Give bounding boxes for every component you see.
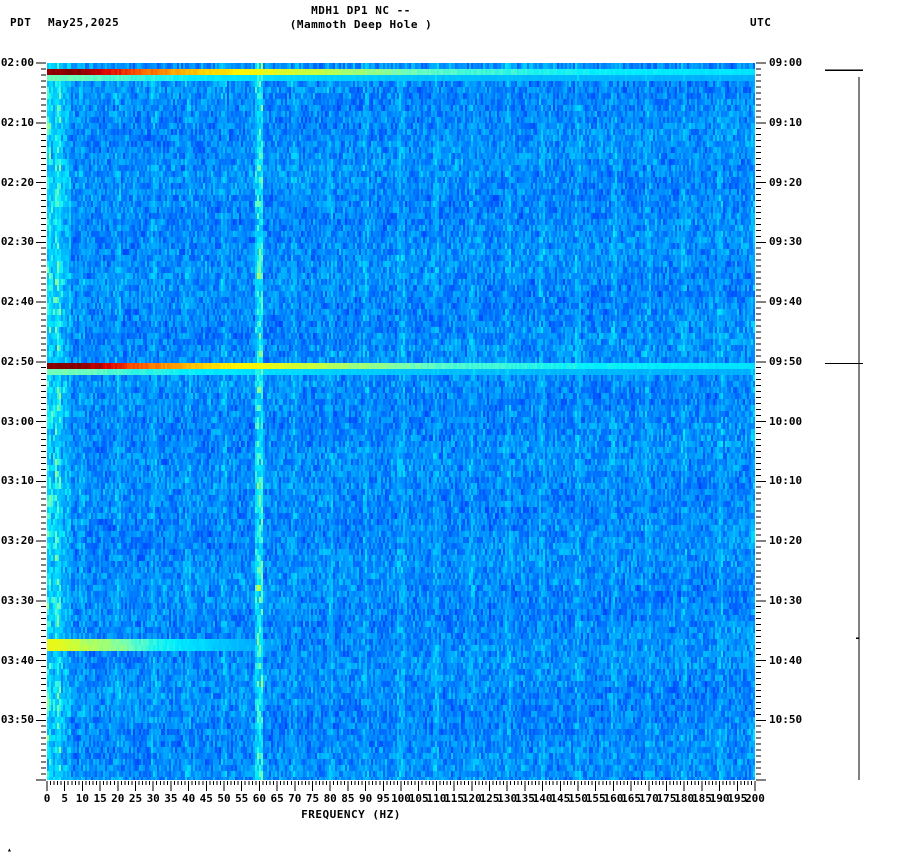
- time-label-left: 03:00: [0, 414, 34, 428]
- spectrogram-plot-area: [47, 63, 755, 780]
- freq-label: 95: [376, 792, 390, 805]
- time-label-left: 03:20: [0, 534, 34, 547]
- time-label-right: 10:20: [769, 534, 803, 547]
- freq-label: 190: [709, 792, 730, 805]
- freq-label: 120: [461, 792, 482, 805]
- freq-label: 125: [479, 792, 500, 805]
- time-label-right: 09:50: [769, 354, 803, 368]
- time-label-right: 09:30: [769, 235, 803, 249]
- freq-label: 135: [514, 792, 535, 805]
- time-label-left: 03:10: [0, 474, 34, 488]
- freq-label: 20: [111, 792, 125, 805]
- frequency-axis-title: FREQUENCY (HZ): [0, 808, 902, 821]
- station-title-line2-text: (Mammoth Deep Hole ): [289, 18, 433, 31]
- time-label-left: 03:50: [0, 713, 34, 727]
- freq-label: 185: [691, 792, 712, 805]
- freq-label: 15: [93, 792, 107, 805]
- freq-label: 105: [408, 792, 429, 805]
- freq-label: 65: [270, 792, 284, 805]
- time-label-left: 02:30: [0, 235, 34, 249]
- freq-label: 145: [550, 792, 571, 805]
- freq-label: 30: [146, 792, 160, 805]
- frequency-axis-title-text: FREQUENCY (HZ): [301, 808, 401, 821]
- freq-label: 60: [252, 792, 267, 805]
- freq-label: 170: [638, 792, 659, 805]
- time-label-left: 02:20: [0, 175, 34, 189]
- time-label-right: 09:20: [769, 175, 803, 189]
- freq-label: 175: [656, 792, 677, 805]
- header-utc-timezone: UTC: [750, 16, 772, 29]
- time-axis-right: 09:00 09:10 09:20 09:30 09:40 09:50 10:00 10:10…: [755, 0, 902, 864]
- time-label-right: 10:40: [769, 653, 803, 667]
- freq-label: 40: [181, 792, 196, 805]
- station-title-line1: MDH1 DP1 NC --: [0, 4, 902, 17]
- corner-mark-glyph: ▴: [7, 845, 12, 854]
- header-local-timezone: PDT: [10, 16, 32, 29]
- freq-label: 75: [305, 792, 320, 805]
- freq-label: 100: [391, 792, 411, 805]
- freq-label: 85: [341, 792, 355, 805]
- freq-label: 35: [164, 792, 178, 805]
- freq-label: 50: [217, 792, 231, 805]
- freq-label: 150: [568, 792, 588, 805]
- station-title-line1-text: MDH1 DP1 NC --: [311, 4, 411, 17]
- freq-label: 160: [603, 792, 624, 805]
- freq-label: 200: [745, 792, 765, 805]
- freq-label: 90: [358, 792, 373, 805]
- spectrogram-image: [47, 63, 755, 780]
- freq-label: 110: [426, 792, 447, 805]
- time-label-right: 10:30: [769, 593, 803, 607]
- freq-label: 5: [61, 792, 68, 805]
- time-label-right: 10:10: [769, 474, 803, 488]
- time-label-right: 10:00: [769, 414, 803, 428]
- header-date: May25,2025: [48, 16, 120, 29]
- freq-label: 155: [585, 792, 606, 805]
- time-label-right: 09:00: [769, 56, 803, 69]
- time-label-left: 02:50: [0, 354, 34, 368]
- time-label-left: 02:00: [0, 56, 34, 69]
- freq-label: 130: [497, 792, 518, 805]
- time-label-left: 03:40: [0, 653, 34, 667]
- freq-label: 195: [727, 792, 748, 805]
- time-label-left: 03:30: [0, 593, 34, 607]
- freq-label: 25: [128, 792, 143, 805]
- freq-label: 10: [75, 792, 90, 805]
- freq-label: 80: [323, 792, 337, 805]
- freq-label: 55: [235, 792, 249, 805]
- freq-label: 70: [288, 792, 302, 805]
- time-axis-left: 02:00 02:10 02:20 02:30 02:40 02:50 03:00 03:10…: [0, 0, 47, 864]
- time-label-left: 02:10: [0, 115, 34, 129]
- station-title-line2: (Mammoth Deep Hole ): [0, 18, 902, 31]
- time-label-right: 09:10: [769, 115, 803, 129]
- time-label-left: 02:40: [0, 295, 34, 308]
- freq-label: 0: [43, 792, 51, 805]
- freq-label: 45: [199, 792, 213, 805]
- time-label-right: 09:40: [769, 295, 803, 308]
- freq-label: 165: [621, 792, 642, 805]
- freq-label: 115: [444, 792, 465, 805]
- freq-label: 140: [532, 792, 553, 805]
- freq-label: 180: [674, 792, 695, 805]
- time-label-right: 10:50: [769, 713, 803, 727]
